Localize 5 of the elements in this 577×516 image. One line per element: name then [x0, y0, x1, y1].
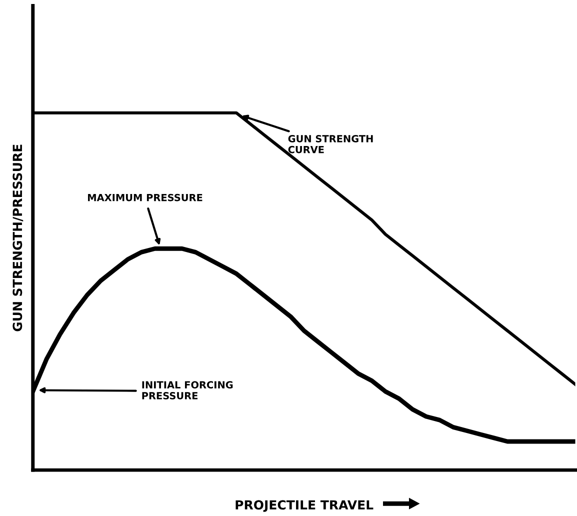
annotation: GUN STRENGTH CURVE [288, 135, 373, 154]
y-axis-title: GUN STRENGTH/PRESSURE [12, 144, 24, 332]
x-axis-title: PROJECTILE TRAVEL [236, 500, 374, 512]
annotation: MAXIMUM PRESSURE [88, 194, 202, 202]
annotation: INITIAL FORCING PRESSURE [142, 381, 233, 400]
